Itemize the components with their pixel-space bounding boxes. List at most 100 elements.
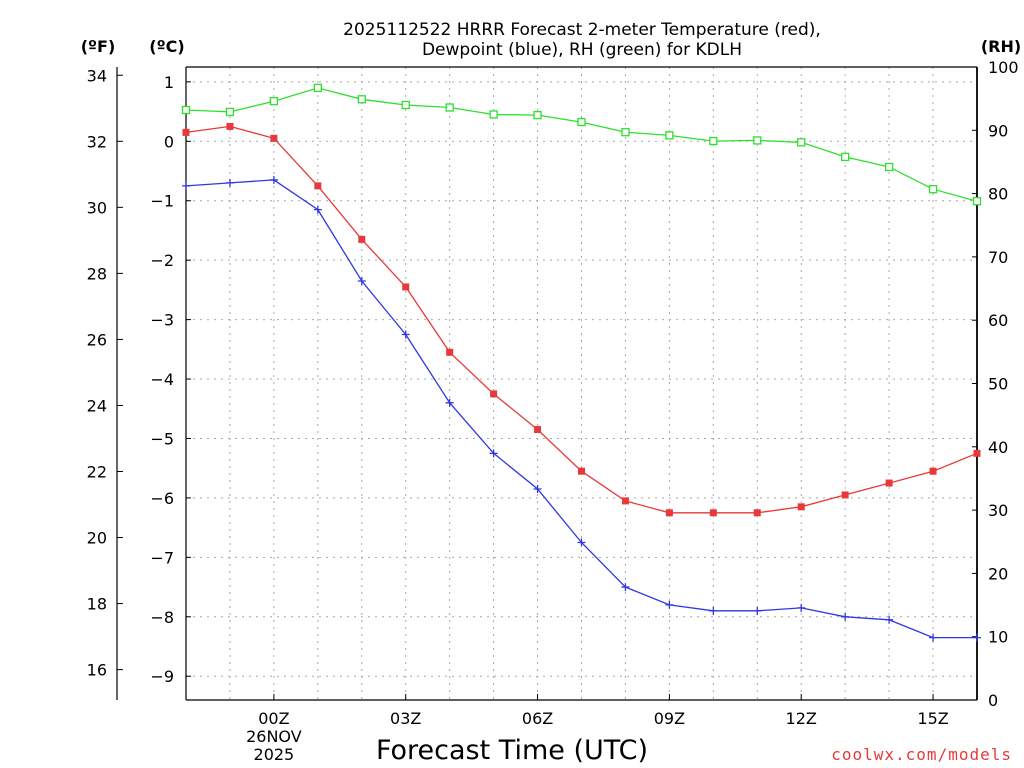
fahrenheit-axis-label: (ºF) bbox=[81, 37, 116, 56]
data-point bbox=[533, 110, 542, 120]
celsius-tick-label: −3 bbox=[150, 311, 174, 330]
x-tick-sublabel: 26NOV bbox=[246, 727, 302, 746]
data-point bbox=[445, 103, 454, 112]
celsius-tick-label: −9 bbox=[150, 667, 174, 686]
fahrenheit-tick-label: 22 bbox=[87, 462, 107, 481]
data-point bbox=[841, 152, 850, 162]
rh-tick-label: 40 bbox=[988, 438, 1008, 457]
rh-tick-label: 10 bbox=[988, 628, 1008, 647]
celsius-tick-label: −7 bbox=[150, 548, 174, 567]
data-point bbox=[621, 497, 629, 505]
data-point bbox=[534, 426, 542, 434]
fahrenheit-tick-label: 24 bbox=[87, 396, 107, 415]
gridlines bbox=[186, 67, 977, 700]
data-point bbox=[489, 110, 498, 119]
rh-tick-label: 70 bbox=[988, 248, 1008, 267]
x-tick-label: 12Z bbox=[786, 709, 817, 728]
data-point bbox=[357, 276, 366, 285]
fahrenheit-tick-label: 20 bbox=[87, 529, 107, 548]
watermark: coolwx.com/models bbox=[831, 745, 1012, 764]
data-point bbox=[973, 633, 981, 642]
data-point bbox=[445, 398, 454, 407]
x-tick-label: 09Z bbox=[654, 709, 685, 728]
celsius-tick-label: 0 bbox=[164, 132, 174, 151]
data-point bbox=[182, 181, 190, 190]
data-point bbox=[665, 509, 673, 517]
celsius-tick-label: −1 bbox=[150, 192, 174, 211]
rh-tick-label: 80 bbox=[988, 185, 1008, 204]
data-point bbox=[665, 131, 674, 140]
data-point bbox=[226, 122, 234, 130]
rh-tick-label: 60 bbox=[988, 311, 1008, 330]
data-point bbox=[841, 612, 850, 621]
fahrenheit-tick-label: 26 bbox=[87, 330, 107, 349]
data-point bbox=[313, 83, 322, 93]
data-point bbox=[225, 107, 235, 117]
celsius-axis-label: (ºC) bbox=[149, 37, 184, 56]
series-dewpoint bbox=[182, 175, 981, 642]
data-point bbox=[182, 128, 190, 136]
data-point bbox=[885, 615, 894, 624]
data-point bbox=[314, 182, 322, 190]
data-point bbox=[841, 491, 849, 499]
data-point bbox=[929, 467, 937, 475]
data-point bbox=[797, 138, 806, 147]
data-point bbox=[797, 603, 806, 612]
data-point bbox=[973, 449, 981, 457]
data-point bbox=[357, 95, 366, 104]
data-point bbox=[709, 606, 718, 615]
rh-tick-label: 50 bbox=[988, 375, 1008, 394]
data-point bbox=[533, 485, 542, 493]
celsius-tick-label: 1 bbox=[164, 73, 174, 92]
data-point bbox=[225, 178, 234, 187]
fahrenheit-tick-label: 32 bbox=[87, 132, 107, 151]
chart-title-line-2: Dewpoint (blue), RH (green) for KDLH bbox=[422, 40, 742, 60]
data-point bbox=[797, 503, 805, 511]
celsius-tick-label: −5 bbox=[150, 429, 174, 448]
rh-axis-label: (RH) bbox=[981, 37, 1021, 56]
data-point bbox=[972, 197, 982, 206]
data-point bbox=[181, 105, 191, 115]
data-point bbox=[885, 479, 893, 487]
x-tick-label: 03Z bbox=[390, 709, 421, 728]
data-point bbox=[358, 235, 366, 243]
data-point bbox=[753, 509, 761, 517]
series-rh bbox=[181, 83, 982, 206]
data-point bbox=[884, 162, 894, 172]
data-point bbox=[446, 348, 454, 356]
rh-tick-label: 100 bbox=[988, 58, 1019, 77]
data-point bbox=[753, 136, 762, 145]
chart-title-line-1: 2025112522 HRRR Forecast 2-meter Tempera… bbox=[343, 20, 821, 40]
rh-tick-label: 0 bbox=[988, 691, 998, 710]
data-point bbox=[401, 100, 410, 110]
data-point bbox=[402, 283, 410, 291]
x-tick-label: 15Z bbox=[917, 709, 948, 728]
data-point bbox=[578, 467, 585, 475]
data-point bbox=[665, 600, 674, 609]
series-2-meter-temperature bbox=[182, 122, 981, 517]
celsius-tick-label: −2 bbox=[150, 251, 174, 270]
fahrenheit-tick-label: 18 bbox=[87, 595, 107, 614]
data-point bbox=[401, 330, 410, 339]
plot-frame bbox=[185, 66, 978, 701]
data-point bbox=[489, 449, 498, 458]
data-point bbox=[621, 128, 630, 137]
data-point bbox=[313, 205, 322, 214]
data-point bbox=[929, 633, 938, 642]
data-point bbox=[269, 175, 278, 184]
data-point bbox=[928, 185, 938, 194]
data-point bbox=[621, 583, 630, 592]
fahrenheit-tick-label: 34 bbox=[87, 66, 107, 85]
x-tick-sublabel: 2025 bbox=[254, 745, 295, 764]
rh-tick-label: 20 bbox=[988, 564, 1008, 583]
celsius-tick-label: −8 bbox=[150, 608, 174, 627]
celsius-tick-label: −4 bbox=[150, 370, 174, 389]
x-axis-title: Forecast Time (UTC) bbox=[376, 735, 648, 766]
data-point bbox=[269, 97, 279, 106]
fahrenheit-tick-label: 28 bbox=[87, 264, 107, 283]
fahrenheit-tick-label: 30 bbox=[87, 198, 107, 217]
data-point bbox=[709, 136, 718, 146]
fahrenheit-tick-label: 16 bbox=[87, 661, 107, 680]
